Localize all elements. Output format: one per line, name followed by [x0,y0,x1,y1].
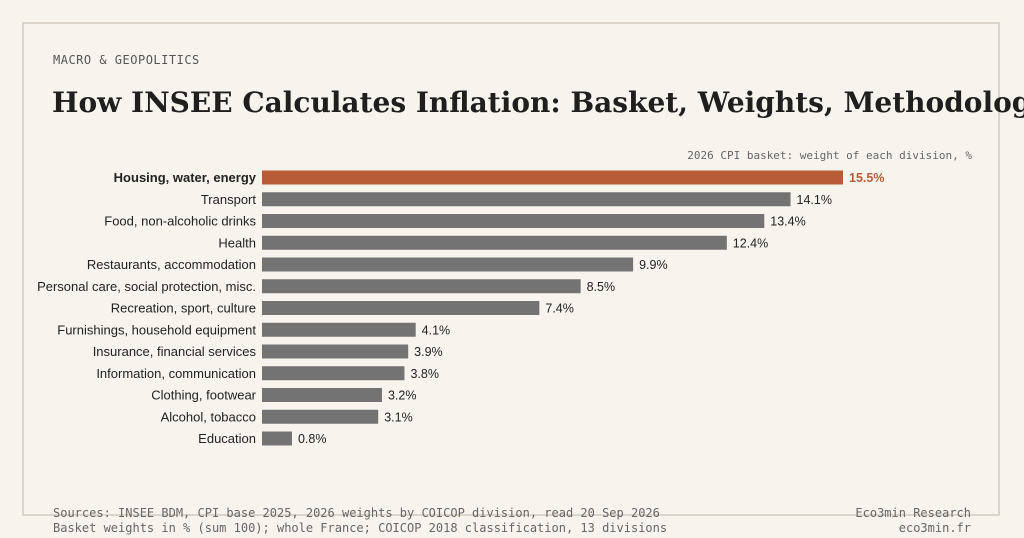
bar [262,257,634,272]
category-label: Alcohol, tobacco [161,409,256,424]
bar [262,409,379,424]
sources-line-1: Sources: INSEE BDM, CPI base 2025, 2026 … [53,506,660,520]
category-label: Restaurants, accommodation [87,257,256,272]
category-label: Clothing, footwear [151,388,256,403]
category-label: Recreation, sport, culture [111,301,256,316]
bar [262,192,791,207]
bar [262,322,416,337]
value-label: 9.9% [639,258,668,272]
category-label: Insurance, financial services [93,344,257,359]
category-label: Personal care, social protection, misc. [37,279,256,294]
bar [262,279,581,294]
value-label: 0.8% [298,432,327,446]
value-label: 12.4% [733,236,768,250]
value-label: 3.8% [410,367,439,381]
value-label: 13.4% [770,215,805,229]
brand-block: Eco3min Research eco3min.fr [855,506,971,536]
value-label: 3.1% [384,410,413,424]
value-label: 3.9% [414,345,443,359]
bar [262,214,765,228]
category-label: Housing, water, energy [114,170,257,185]
category-label: Transport [201,192,257,207]
value-label: 14.1% [797,193,832,207]
category-label: Education [198,431,256,446]
chart-title: How INSEE Calculates Inflation: Basket, … [52,86,1024,119]
bar [262,344,409,359]
sources-note: Sources: INSEE BDM, CPI base 2025, 2026 … [53,506,667,536]
brand-name: Eco3min Research [855,506,971,520]
brand-site: eco3min.fr [898,521,971,535]
sources-line-2: Basket weights in % (sum 100); whole Fra… [53,521,668,535]
category-label: Food, non-alcoholic drinks [104,214,256,229]
category-label: Furnishings, household equipment [57,322,256,337]
section-kicker: MACRO & GEOPOLITICS [53,53,200,67]
value-label: 15.5% [849,171,884,185]
chart-frame [22,22,1000,516]
bar [262,301,540,315]
value-label: 7.4% [545,302,574,316]
bar [262,366,405,381]
value-label: 8.5% [587,280,616,294]
value-label: 3.2% [388,389,417,403]
bar [262,431,292,446]
bar [262,170,843,185]
bar [262,235,727,250]
bar [262,388,382,402]
chart-subtitle: 2026 CPI basket: weight of each division… [687,149,972,162]
category-label: Information, communication [96,366,256,381]
category-label: Health [218,235,256,250]
value-label: 4.1% [422,323,451,337]
